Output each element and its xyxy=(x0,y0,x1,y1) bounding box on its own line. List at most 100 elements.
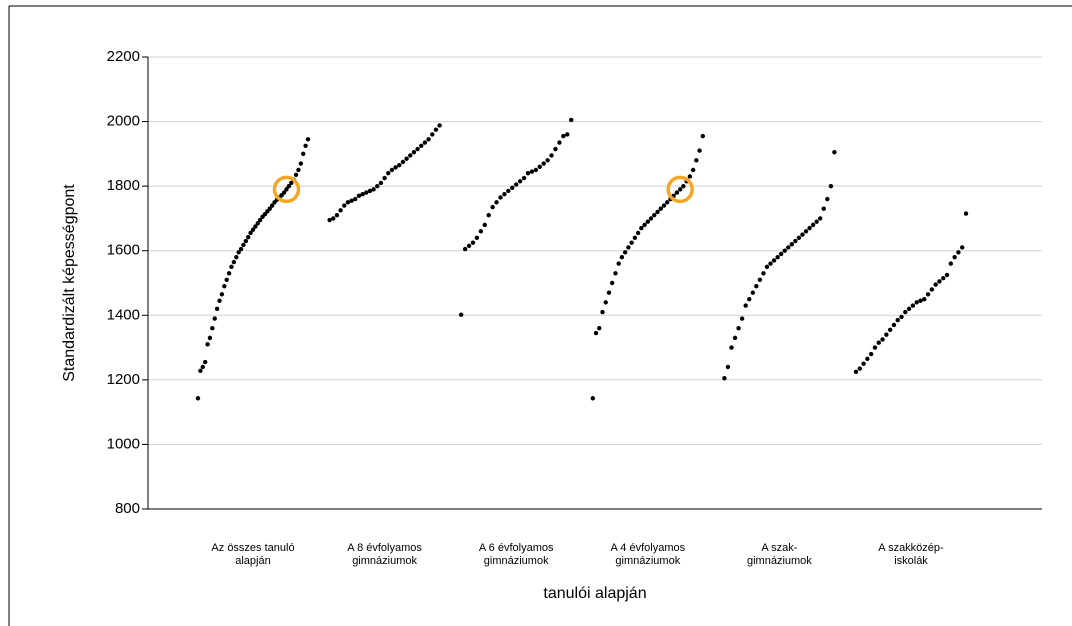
dot xyxy=(690,167,696,173)
dot xyxy=(782,248,787,253)
dot xyxy=(677,187,683,192)
dot xyxy=(382,175,387,181)
y-tick-label: 800 xyxy=(115,500,140,517)
dot xyxy=(289,180,294,186)
dot xyxy=(305,137,311,142)
dot xyxy=(821,206,826,211)
dot xyxy=(648,216,654,221)
dot xyxy=(470,240,476,245)
dot xyxy=(371,187,376,192)
dot xyxy=(832,150,837,155)
dot xyxy=(597,326,602,331)
y-tick-label: 2000 xyxy=(107,113,140,130)
dot xyxy=(389,167,395,173)
dot xyxy=(658,206,663,211)
dot xyxy=(697,148,702,153)
dot xyxy=(918,298,923,303)
dot xyxy=(533,167,539,173)
dot xyxy=(293,172,299,178)
dot xyxy=(327,217,332,223)
dot xyxy=(202,359,208,365)
dot xyxy=(775,254,780,260)
dot xyxy=(725,364,731,370)
dot xyxy=(960,245,965,250)
dot xyxy=(334,213,340,218)
x-tick-label: A 8 évfolyamos xyxy=(347,542,422,554)
dot xyxy=(243,238,249,244)
dot xyxy=(296,167,301,173)
x-tick-label: iskolák xyxy=(894,555,928,567)
dot xyxy=(408,153,413,158)
dot xyxy=(250,227,256,232)
dot xyxy=(652,213,657,218)
dot xyxy=(205,342,210,347)
dot xyxy=(933,282,938,287)
y-tick-label: 1200 xyxy=(107,371,140,388)
x-tick-label: A szakközép- xyxy=(878,542,944,554)
dot xyxy=(195,396,201,401)
dot xyxy=(400,159,406,165)
dot xyxy=(482,222,487,228)
dot xyxy=(281,190,287,195)
dot xyxy=(674,190,680,195)
dot xyxy=(750,290,755,295)
dot xyxy=(367,188,373,194)
dot xyxy=(857,366,862,371)
dot xyxy=(248,230,253,236)
dot xyxy=(474,235,480,240)
dot xyxy=(569,117,574,123)
dot xyxy=(466,243,472,249)
dot xyxy=(747,296,752,302)
dot xyxy=(360,192,365,197)
dot xyxy=(525,171,531,176)
dot xyxy=(553,146,558,152)
dot xyxy=(700,133,705,139)
dot xyxy=(234,254,239,260)
dot xyxy=(789,242,795,247)
dot xyxy=(910,303,916,308)
dot xyxy=(593,330,599,336)
dot xyxy=(743,303,748,308)
dot xyxy=(956,250,961,255)
dot xyxy=(818,216,823,221)
dot xyxy=(510,185,515,190)
dot xyxy=(331,216,336,221)
dot xyxy=(768,261,773,266)
dot xyxy=(246,234,251,240)
dot xyxy=(200,364,205,370)
dot xyxy=(349,198,354,203)
dot xyxy=(853,369,859,374)
y-axis-title: Standardizált képességpont xyxy=(61,184,78,382)
dot xyxy=(397,162,402,168)
highlight-circle xyxy=(666,175,694,204)
dot xyxy=(895,317,900,323)
dot xyxy=(478,229,484,234)
dot xyxy=(925,292,931,297)
dot xyxy=(565,132,570,137)
y-tick-label: 2200 xyxy=(107,48,140,65)
dot xyxy=(404,156,409,161)
dot xyxy=(426,137,431,142)
dot xyxy=(284,187,289,192)
dot xyxy=(626,245,631,250)
dot xyxy=(521,175,527,181)
x-tick-label: A szak- xyxy=(761,542,797,554)
dot xyxy=(498,195,503,200)
dot xyxy=(212,316,217,321)
dot xyxy=(506,188,511,194)
dot xyxy=(687,174,693,179)
y-tick-label: 1400 xyxy=(107,306,140,323)
dot xyxy=(422,140,428,145)
dot xyxy=(459,312,464,317)
dot xyxy=(502,192,507,197)
dot xyxy=(541,161,546,166)
y-tick-label: 1600 xyxy=(107,242,140,259)
dot xyxy=(828,183,834,189)
dot xyxy=(253,224,258,229)
dot xyxy=(681,183,686,189)
dot xyxy=(891,322,897,328)
dot xyxy=(736,326,741,331)
dot xyxy=(236,250,241,255)
dot xyxy=(884,332,889,337)
dot xyxy=(600,309,605,315)
